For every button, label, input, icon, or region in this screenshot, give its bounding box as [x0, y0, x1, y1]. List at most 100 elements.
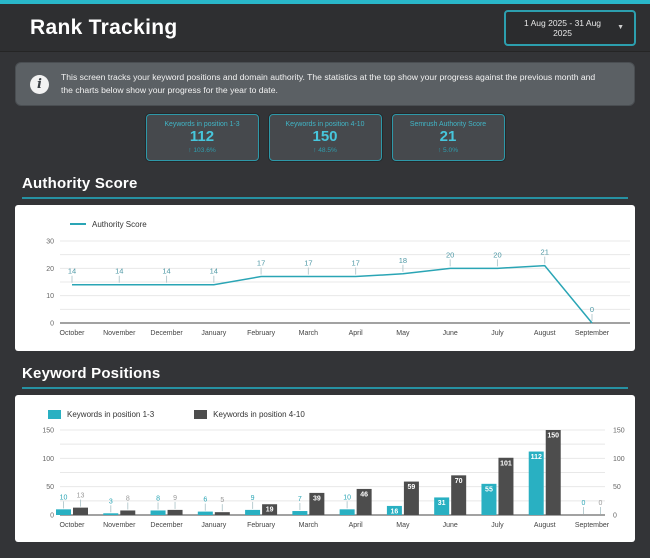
- bar-value-label: 101: [500, 460, 512, 467]
- y-axis-tick: 150: [42, 428, 54, 435]
- bar-position-1-3: [528, 451, 544, 515]
- authority-score-line-chart: 0 10 20 30 14 October 14 November 14 December 14 Ja…: [46, 239, 630, 337]
- bar-value-label: 46: [360, 491, 368, 498]
- point-value-label: 14: [115, 267, 123, 276]
- chevron-down-icon: ▼: [617, 24, 624, 31]
- top-accent-strip: [0, 0, 650, 4]
- x-axis-month-label: May: [396, 522, 410, 529]
- stats-row: Keywords in position 1-3 112 ↑ 103.6% Ke…: [0, 114, 650, 161]
- bar-position-1-3: [292, 511, 308, 515]
- date-range-label: 1 Aug 2025 - 31 Aug 2025: [524, 17, 602, 38]
- bar-position-1-3: [386, 505, 402, 515]
- stat-value: 21: [439, 128, 457, 146]
- bar-value-label: 5: [220, 497, 224, 504]
- section-title: Keyword Positions: [22, 365, 161, 382]
- bar-value-label: 6: [203, 497, 207, 504]
- bar-position-1-3: [339, 509, 355, 515]
- bar-value-label: 3: [109, 498, 113, 505]
- bar-value-label: 59: [408, 484, 416, 491]
- stat-card-authority-score: Semrush Authority Score 21 ↑ 5.0%: [391, 114, 505, 161]
- bar-position-4-10: [262, 504, 278, 515]
- stat-label: Keywords in position 4-10: [285, 121, 365, 129]
- bar-position-1-3: [150, 510, 166, 515]
- point-value-label: 17: [257, 259, 265, 268]
- section-title: Authority Score: [22, 175, 138, 192]
- point-value-label: 21: [541, 248, 549, 257]
- bar-position-4-10: [120, 510, 136, 515]
- x-axis-month-label: April: [349, 330, 363, 337]
- bar-position-4-10: [403, 481, 419, 515]
- stat-label: Keywords in position 1-3: [164, 121, 240, 129]
- bar-position-1-3: [245, 509, 261, 515]
- x-axis-month-label: December: [150, 522, 183, 529]
- x-axis-month-label: March: [299, 330, 319, 337]
- x-axis-month-label: September: [575, 522, 610, 529]
- stat-card-keywords-4-10: Keywords in position 4-10 150 ↑ 48.5%: [268, 114, 382, 161]
- bar-position-1-3: [434, 497, 450, 515]
- point-value-label: 20: [493, 250, 501, 259]
- date-range-dropdown[interactable]: 1 Aug 2025 - 31 Aug 2025 ▼: [504, 9, 636, 46]
- point-value-label: 14: [162, 267, 170, 276]
- right-y-axis-tick: 50: [613, 484, 621, 491]
- right-y-axis-tick: 150: [613, 428, 625, 435]
- legend-swatch-position-1-3: [48, 409, 61, 419]
- x-axis-month-label: November: [103, 522, 136, 529]
- section-divider: [22, 387, 628, 389]
- bar-value-label: 0: [599, 500, 603, 507]
- x-axis-month-label: August: [534, 522, 556, 529]
- bar-value-label: 7: [298, 496, 302, 503]
- bar-position-1-3: [481, 483, 497, 515]
- x-axis-month-label: June: [443, 522, 458, 529]
- bar-value-label: 10: [343, 494, 351, 501]
- bar-value-label: 0: [582, 500, 586, 507]
- point-value-label: 18: [399, 256, 407, 265]
- bar-position-1-3: [56, 509, 71, 515]
- authority-score-line: [72, 264, 593, 324]
- bar-position-4-10: [356, 488, 372, 515]
- bar-value-label: 13: [77, 493, 85, 500]
- stat-label: Semrush Authority Score: [409, 121, 487, 129]
- point-value-label: 17: [351, 259, 359, 268]
- bar-value-label: 31: [438, 500, 446, 507]
- point-value-label: 14: [68, 267, 76, 276]
- authority-score-heading: Authority Score: [22, 175, 628, 192]
- y-axis-tick: 0: [50, 513, 54, 520]
- x-axis-month-label: January: [201, 522, 226, 529]
- x-axis-month-label: April: [349, 522, 363, 529]
- bar-position-4-10: [73, 507, 88, 515]
- bar-value-label: 39: [313, 495, 321, 502]
- legend-line-swatch: [70, 223, 86, 225]
- point-value-label: 17: [304, 259, 312, 268]
- y-axis-tick: 20: [46, 266, 54, 273]
- bar-value-label: 16: [391, 508, 399, 515]
- bar-value-label: 9: [251, 495, 255, 502]
- x-axis-month-label: June: [443, 330, 458, 337]
- right-y-axis-tick: 0: [613, 513, 617, 520]
- x-axis-month-label: November: [103, 330, 136, 337]
- section-divider: [22, 197, 628, 199]
- stat-change: ↑ 5.0%: [437, 146, 459, 154]
- bar-position-4-10: [309, 492, 325, 515]
- y-axis-tick: 30: [46, 239, 54, 246]
- x-axis-month-label: February: [247, 330, 276, 337]
- x-axis-month-label: August: [534, 330, 556, 337]
- stat-value: 150: [312, 128, 338, 146]
- stat-value: 112: [189, 128, 215, 146]
- bar-position-1-3: [197, 511, 213, 515]
- x-axis-month-label: July: [491, 330, 504, 337]
- x-axis-month-label: July: [491, 522, 504, 529]
- info-banner: i This screen tracks your keyword positi…: [15, 62, 635, 106]
- bar-value-label: 150: [547, 433, 559, 440]
- bar-value-label: 19: [266, 507, 274, 514]
- bar-value-label: 8: [126, 495, 130, 502]
- bar-value-label: 70: [455, 478, 463, 485]
- y-axis-tick: 0: [50, 321, 54, 328]
- stat-change: ↑ 103.6%: [188, 146, 216, 154]
- keyword-positions-panel: Keywords in position 1-3 Keywords in pos…: [15, 395, 635, 542]
- point-value-label: 0: [590, 305, 594, 314]
- legend-label: Keywords in position 1-3: [67, 409, 155, 419]
- y-axis-tick: 10: [46, 293, 54, 300]
- info-icon: i: [30, 74, 49, 94]
- page-title: Rank Tracking: [30, 15, 178, 39]
